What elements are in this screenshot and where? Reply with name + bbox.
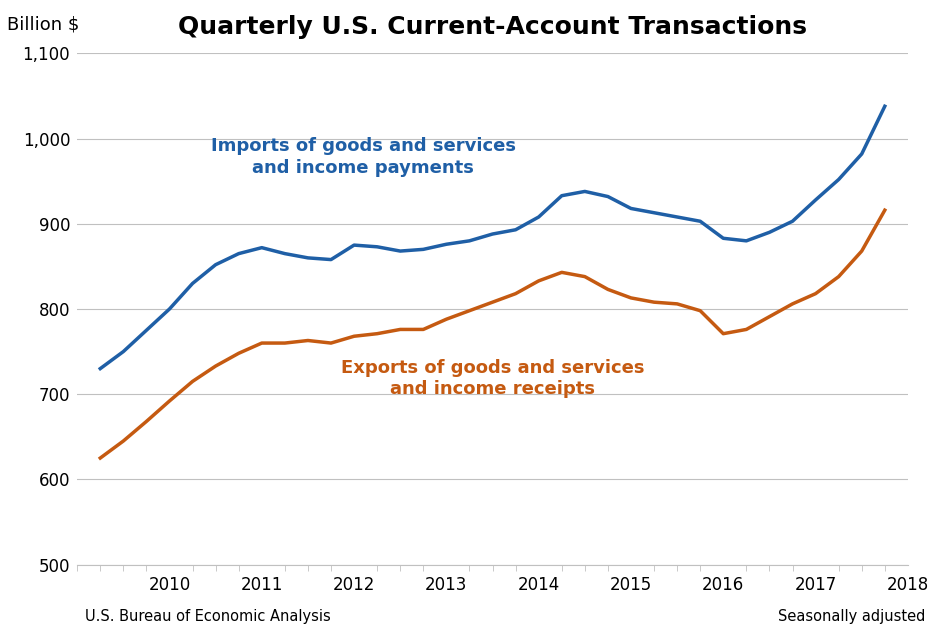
Text: Exports of goods and services: Exports of goods and services: [341, 359, 645, 377]
Text: Billion $: Billion $: [7, 15, 79, 33]
Text: and income payments: and income payments: [252, 158, 474, 177]
Text: Seasonally adjusted: Seasonally adjusted: [778, 609, 925, 624]
Title: Quarterly U.S. Current-Account Transactions: Quarterly U.S. Current-Account Transacti…: [178, 15, 807, 39]
Text: and income receipts: and income receipts: [390, 380, 595, 398]
Text: Imports of goods and services: Imports of goods and services: [211, 138, 515, 155]
Text: U.S. Bureau of Economic Analysis: U.S. Bureau of Economic Analysis: [85, 609, 330, 624]
